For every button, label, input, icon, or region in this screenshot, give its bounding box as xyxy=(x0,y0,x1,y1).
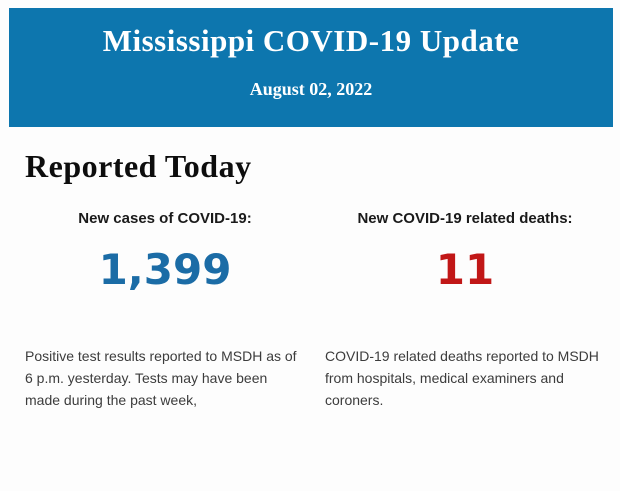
new-deaths-value: 11 xyxy=(435,244,495,294)
header-date: August 02, 2022 xyxy=(249,79,373,100)
header-banner: Mississippi COVID-19 Update August 02, 2… xyxy=(9,8,613,127)
new-cases-value: 1,399 xyxy=(98,244,232,294)
page-title: Mississippi COVID-19 Update xyxy=(102,23,520,58)
stat-new-deaths: New COVID-19 related deaths: 11 COVID-19… xyxy=(325,210,605,411)
stat-new-cases: New cases of COVID-19: 1,399 Positive te… xyxy=(25,210,305,411)
new-deaths-label: New COVID-19 related deaths: xyxy=(357,209,573,227)
new-cases-description: Positive test results reported to MSDH a… xyxy=(25,347,297,408)
new-deaths-description: COVID-19 related deaths reported to MSDH… xyxy=(325,347,599,408)
page: { "header": { "title": "Mississippi COVI… xyxy=(0,8,620,491)
section-heading: Reported Today xyxy=(25,148,252,184)
report-content: Reported Today New cases of COVID-19: 1,… xyxy=(0,148,620,411)
new-cases-label: New cases of COVID-19: xyxy=(78,209,252,227)
stats-row: New cases of COVID-19: 1,399 Positive te… xyxy=(25,210,599,411)
